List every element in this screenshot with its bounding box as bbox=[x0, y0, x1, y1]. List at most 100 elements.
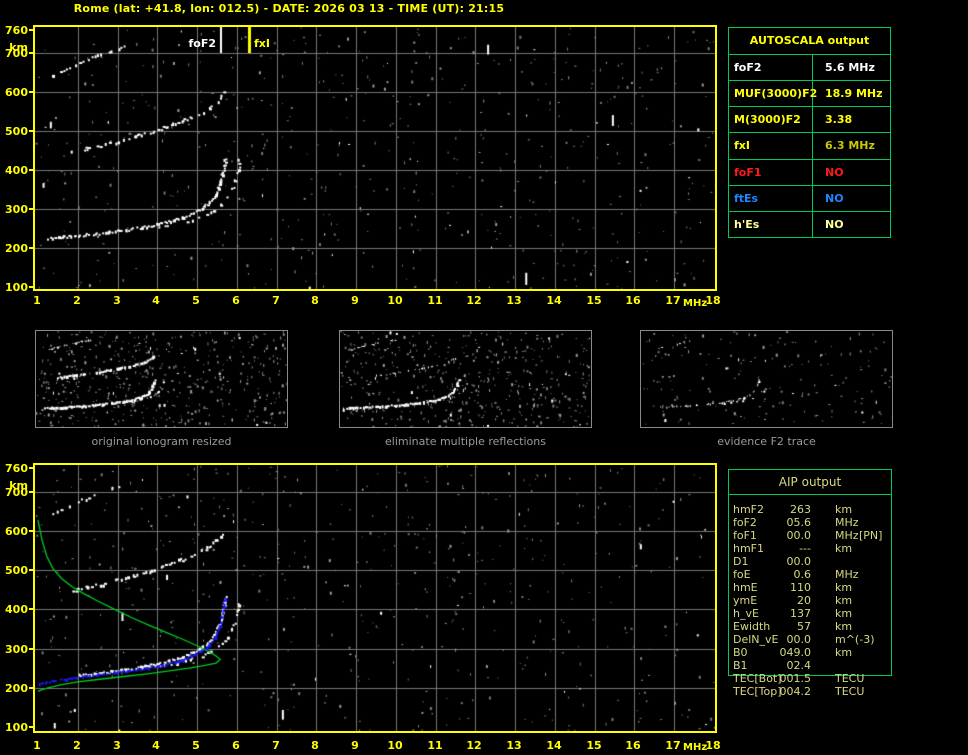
aip-table-header: AIP output bbox=[729, 470, 891, 495]
autoscala-row-label: ftEs bbox=[729, 185, 813, 211]
x-tick-label-bottom: 1 bbox=[33, 739, 41, 752]
y-tick-label-top: 300 bbox=[5, 203, 28, 216]
aip-output-table: AIP output bbox=[728, 469, 892, 676]
aip-row-label: h_vE bbox=[733, 607, 759, 620]
aip-row-value: 20 bbox=[797, 594, 811, 607]
aip-row: hmF2 263 km bbox=[728, 503, 904, 516]
aip-row-label: hmF2 bbox=[733, 503, 765, 516]
panel-original-ionogram bbox=[35, 330, 288, 428]
aip-row-unit: km bbox=[835, 620, 853, 633]
y-tick-label-top: 200 bbox=[5, 242, 28, 255]
y-axis-unit-bottom: km bbox=[9, 479, 28, 492]
aip-row-label: foE bbox=[733, 568, 751, 581]
aip-row-value: 00.0 bbox=[786, 555, 812, 568]
aip-row: B1 02.4 bbox=[728, 659, 904, 672]
aip-row-unit: TECU bbox=[835, 685, 865, 698]
bottom-ionogram-plot bbox=[33, 463, 717, 733]
x-tick-label-bottom: 16 bbox=[625, 739, 641, 752]
y-tick-mark-bottom bbox=[29, 530, 33, 532]
bottom-ionogram-canvas bbox=[35, 465, 715, 731]
y-tick-label-bottom: 200 bbox=[5, 682, 28, 695]
y-tick-label-bottom: 100 bbox=[5, 721, 28, 734]
x-tick-label-top: 5 bbox=[192, 294, 200, 307]
aip-row-value: 263 bbox=[790, 503, 811, 516]
aip-row-value: 0.6 bbox=[793, 568, 812, 581]
panel-evidence-canvas bbox=[641, 331, 892, 427]
x-tick-label-bottom: 9 bbox=[351, 739, 359, 752]
x-tick-label-bottom: 2 bbox=[73, 739, 81, 752]
y-tick-label-bottom: 300 bbox=[5, 643, 28, 656]
aip-row-unit: m^(-3) bbox=[835, 633, 875, 646]
y-tick-label-top: 500 bbox=[5, 125, 28, 138]
y-tick-mark-top bbox=[29, 52, 33, 54]
x-tick-label-bottom: 14 bbox=[546, 739, 562, 752]
y-tick-label-bottom: 600 bbox=[5, 525, 28, 538]
aip-row-unit: MHz bbox=[835, 568, 859, 581]
x-axis-unit-bottom: MHz bbox=[683, 742, 708, 753]
aip-row-note: [PN] bbox=[859, 529, 883, 542]
autoscala-table-body: foF2 5.6 MHz MUF(3000)F2 18.9 MHz M(3000)F2 3… bbox=[729, 55, 890, 237]
x-tick-label-top: 8 bbox=[311, 294, 319, 307]
x-tick-label-top: 11 bbox=[427, 294, 443, 307]
aip-row-value: 110 bbox=[790, 581, 811, 594]
y-tick-mark-top bbox=[29, 208, 33, 210]
page-title: Rome (lat: +41.8, lon: 012.5) - DATE: 20… bbox=[73, 2, 505, 15]
y-tick-mark-top bbox=[29, 91, 33, 93]
x-tick-label-top: 6 bbox=[232, 294, 240, 307]
aip-row-label: foF2 bbox=[733, 516, 757, 529]
aip-row: ymE 20 km bbox=[728, 594, 904, 607]
x-tick-label-top: 4 bbox=[152, 294, 160, 307]
autoscala-row-value: 5.6 MHz bbox=[825, 61, 875, 75]
autoscala-row-label: foF2 bbox=[729, 55, 813, 81]
y-tick-mark-bottom bbox=[29, 569, 33, 571]
x-tick-label-top: 9 bbox=[351, 294, 359, 307]
y-tick-mark-top bbox=[29, 29, 33, 31]
aip-row: foF2 05.6 MHz bbox=[728, 516, 904, 529]
panel-caption-eliminate: eliminate multiple reflections bbox=[385, 435, 546, 448]
y-tick-label-top: 400 bbox=[5, 164, 28, 177]
y-tick-mark-bottom bbox=[29, 608, 33, 610]
aip-row-unit: km bbox=[835, 607, 853, 620]
autoscala-row-label: h'Es bbox=[729, 211, 813, 237]
aip-row: B0 049.0 km bbox=[728, 646, 904, 659]
aip-row-value: 00.0 bbox=[786, 529, 812, 542]
aip-rows: hmF2 263 km foF2 05.6 MHz foF1 00.0 MHz [PN] hmF1-… bbox=[728, 503, 904, 699]
aip-row: Ewidth 57 km bbox=[728, 620, 904, 633]
x-tick-label-top: 17 bbox=[665, 294, 681, 307]
autoscala-row-label: foF1 bbox=[729, 159, 813, 185]
panel-caption-original: original ionogram resized bbox=[91, 435, 232, 448]
y-tick-mark-bottom bbox=[29, 687, 33, 689]
autoscala-row-value: NO bbox=[825, 191, 844, 205]
aip-row: DelN_vE 00.0 m^(-3) bbox=[728, 633, 904, 646]
y-tick-mark-top bbox=[29, 169, 33, 171]
autoscala-row-value: 3.38 bbox=[825, 113, 853, 127]
panel-evidence-f2 bbox=[640, 330, 893, 428]
x-tick-label-top: 3 bbox=[113, 294, 121, 307]
autoscala-row-value: 6.3 MHz bbox=[825, 139, 875, 153]
aip-row: h_vE 137 km bbox=[728, 607, 904, 620]
y-tick-mark-top bbox=[29, 130, 33, 132]
x-tick-label-bottom: 17 bbox=[665, 739, 681, 752]
aip-row-unit: km bbox=[835, 503, 853, 516]
autoscala-output-table: AUTOSCALA output foF2 5.6 MHz MUF(3000)F2 1… bbox=[728, 27, 891, 238]
x-tick-label-bottom: 18 bbox=[705, 739, 721, 752]
autoscala-row: MUF(3000)F2 18.9 MHz bbox=[729, 81, 890, 108]
aip-row: TEC[Top] 004.2 TECU bbox=[728, 685, 904, 698]
autoscala-row: M(3000)F2 3.38 bbox=[729, 107, 890, 134]
x-tick-label-bottom: 3 bbox=[113, 739, 121, 752]
aip-row-label: hmF1 bbox=[733, 542, 765, 555]
autoscala-row: foF2 5.6 MHz bbox=[729, 55, 890, 82]
x-tick-label-bottom: 7 bbox=[272, 739, 280, 752]
autoscala-row-value: NO bbox=[825, 165, 844, 179]
autoscala-row-value: 18.9 MHz bbox=[825, 87, 883, 101]
autoscala-row: foF1 NO bbox=[729, 159, 890, 186]
aip-row-label: foF1 bbox=[733, 529, 757, 542]
y-axis-unit-top: km bbox=[9, 41, 28, 54]
aip-row-value: --- bbox=[799, 542, 811, 555]
panel-caption-evidence: evidence F2 trace bbox=[717, 435, 816, 448]
x-tick-label-top: 12 bbox=[466, 294, 482, 307]
fof2-marker-label: foF2 bbox=[188, 37, 216, 50]
y-tick-label-top: 600 bbox=[5, 86, 28, 99]
aip-row: hmF1 --- km bbox=[728, 542, 904, 555]
aip-row-unit: MHz bbox=[835, 529, 859, 542]
